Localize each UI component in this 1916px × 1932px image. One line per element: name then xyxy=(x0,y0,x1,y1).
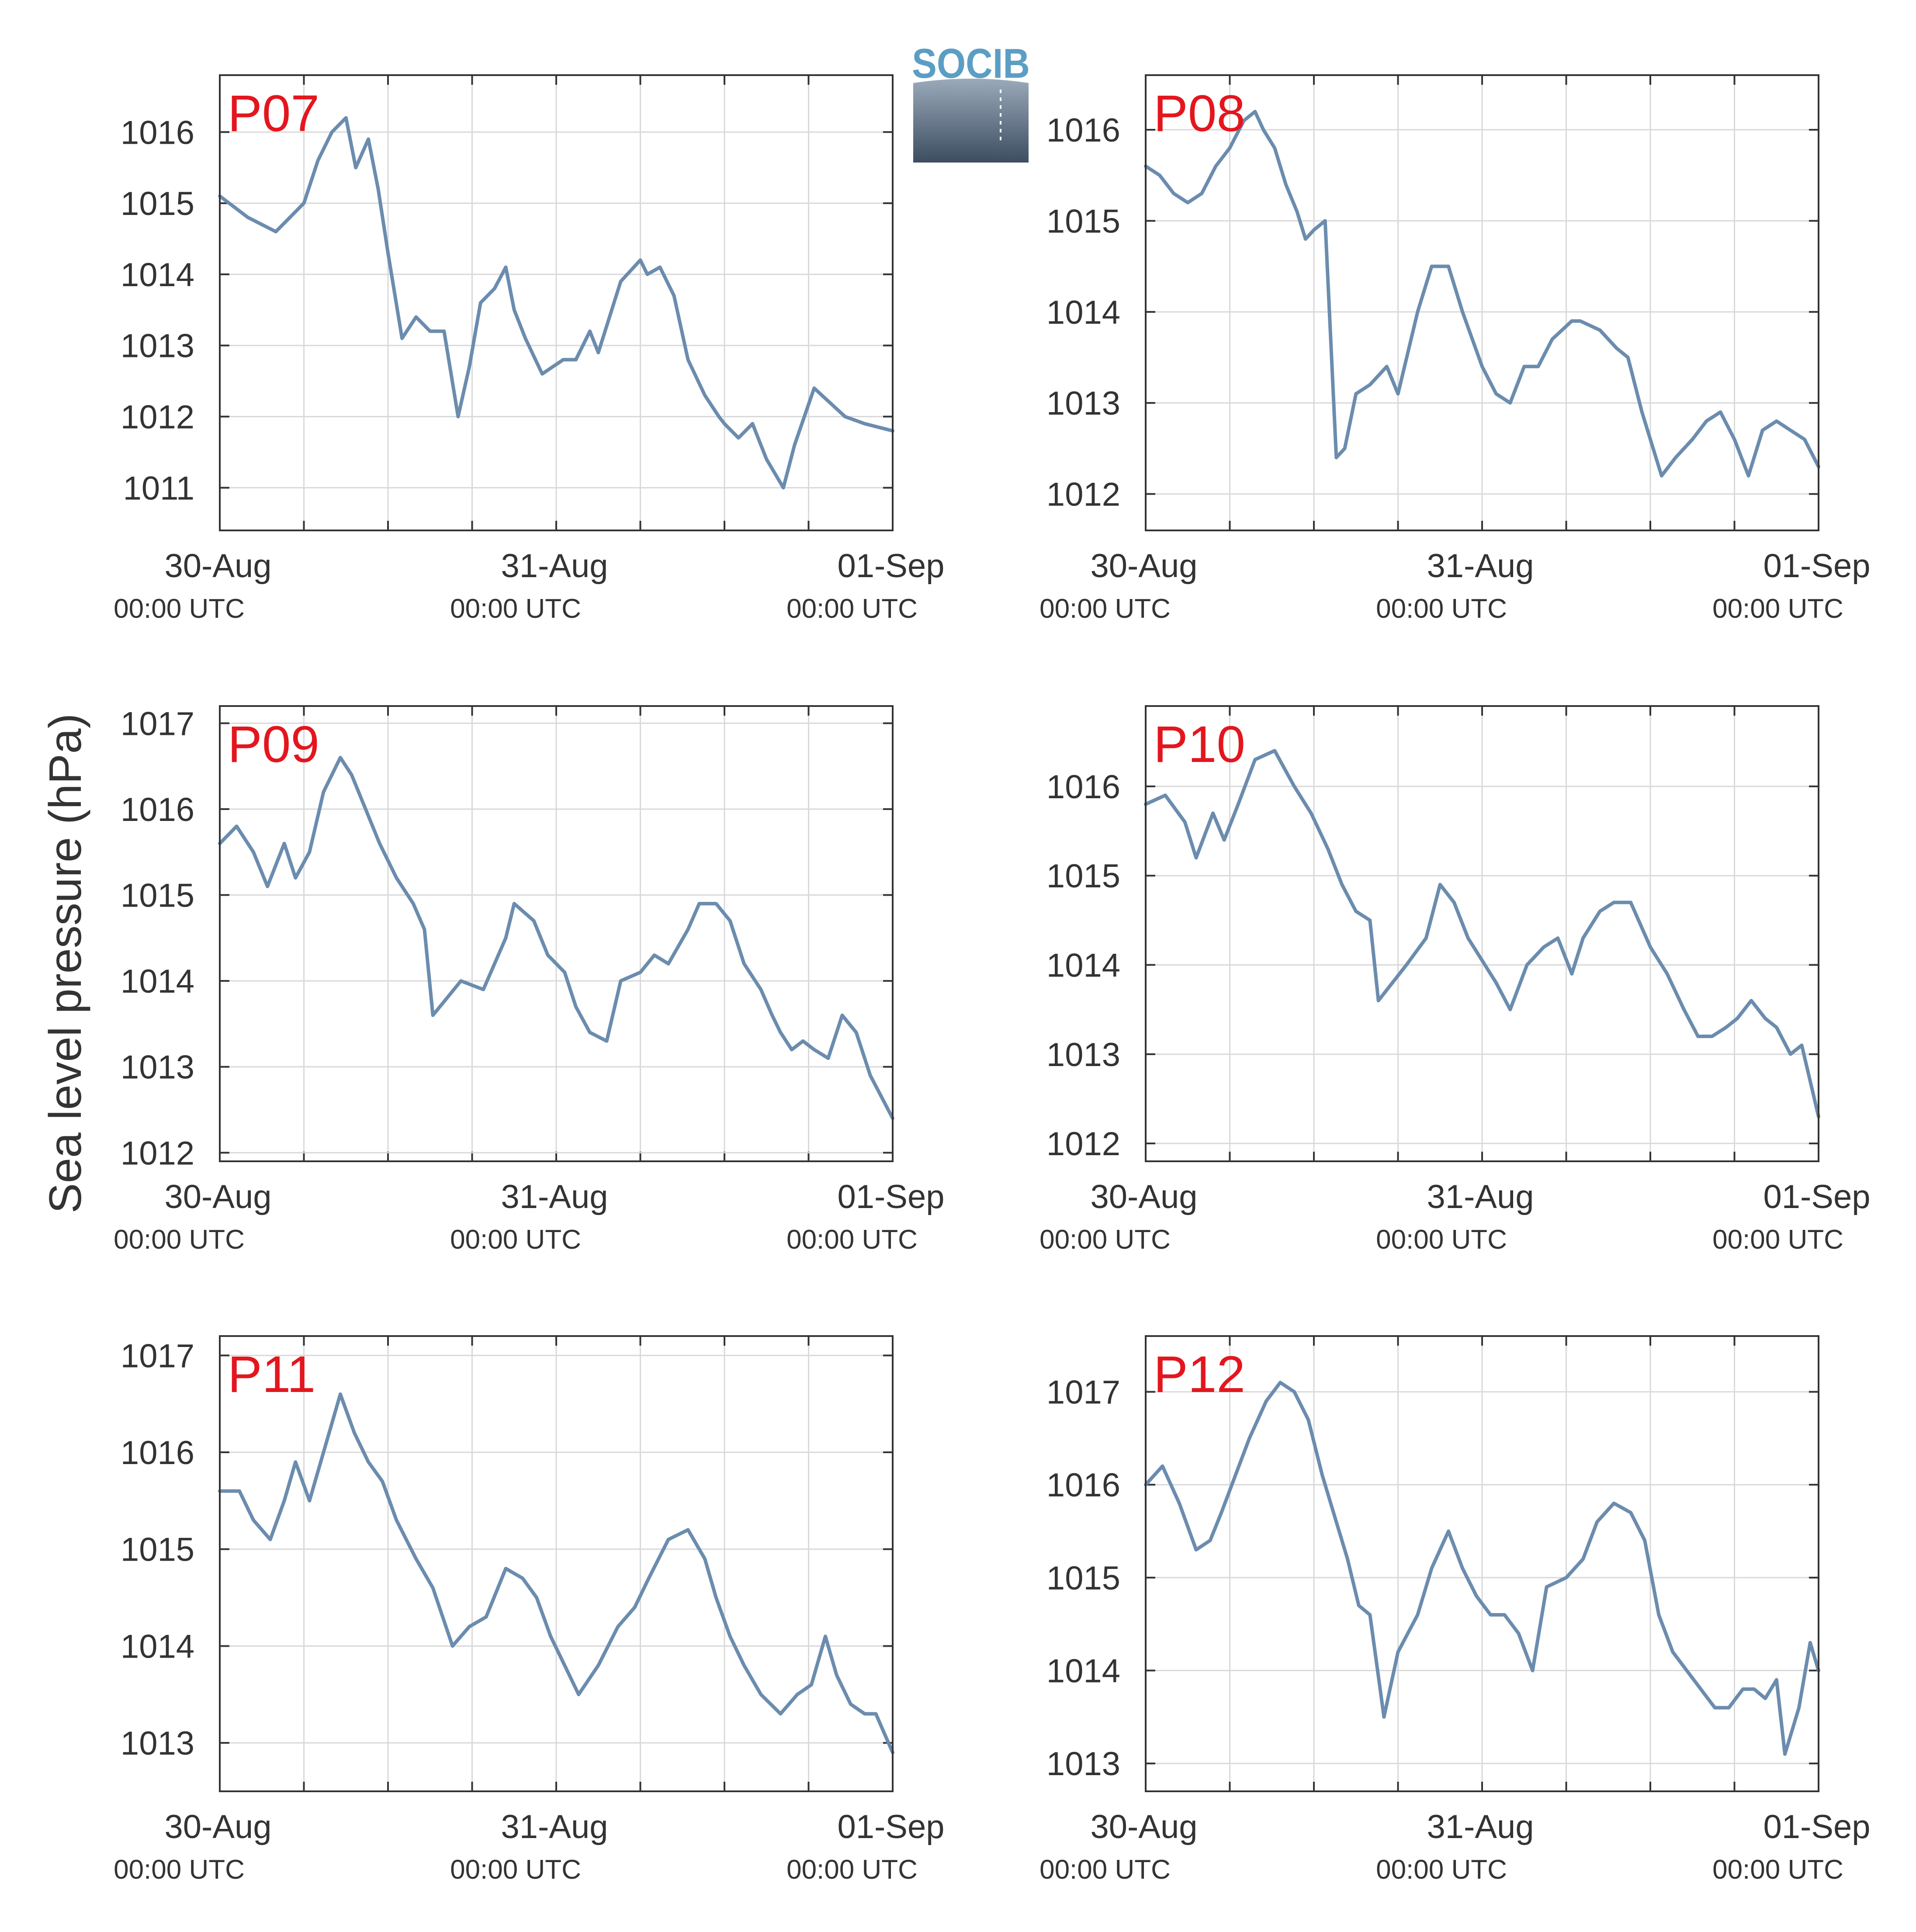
y-tick-label: 1011 xyxy=(123,470,194,507)
panel-label: P11 xyxy=(228,1346,315,1403)
x-tick-sublabel: 00:00 UTC xyxy=(1376,594,1507,624)
x-tick-label: 01-Sep xyxy=(837,1808,944,1845)
y-tick-label: 1013 xyxy=(1046,1036,1120,1073)
panel-p12: 1013 1014 1015 1016 1017 P12 30-Aug 00:00 UTC 31… xyxy=(1039,1335,1871,1885)
logo-wave-block xyxy=(913,79,1029,163)
y-tick-label: 1015 xyxy=(121,877,194,914)
x-tick-sublabel: 00:00 UTC xyxy=(114,1855,245,1885)
x-tick-label: 30-Aug xyxy=(1090,547,1197,585)
x-tick-sublabel: 00:00 UTC xyxy=(1712,594,1843,624)
plot-frame xyxy=(219,705,894,1162)
y-tick-label: 1014 xyxy=(121,963,194,1000)
x-tick-sublabel: 00:00 UTC xyxy=(1712,1855,1843,1885)
plot-frame xyxy=(219,74,894,531)
x-tick-sublabel: 00:00 UTC xyxy=(114,1225,245,1255)
x-tick-label: 01-Sep xyxy=(1763,1808,1870,1845)
pressure-series-line xyxy=(218,116,894,490)
panel-p07: 1011 1012 1013 1014 1015 1016 P07 30-Aug 00:00 U… xyxy=(114,74,945,624)
x-tick-sublabel: 00:00 UTC xyxy=(1376,1855,1507,1885)
x-tick-label: 31-Aug xyxy=(1427,547,1534,585)
pressure-series-line xyxy=(218,756,894,1120)
y-tick-label: 1012 xyxy=(1046,476,1120,513)
y-tick-label: 1014 xyxy=(1046,947,1120,984)
y-tick-label: 1015 xyxy=(1046,203,1120,240)
y-axis-label: Sea level pressure (hPa) xyxy=(40,713,91,1214)
x-tick-label: 31-Aug xyxy=(501,1178,608,1215)
y-tick-label: 1016 xyxy=(1046,1467,1120,1504)
x-tick-sublabel: 00:00 UTC xyxy=(786,594,918,624)
panel-label: P07 xyxy=(228,85,319,142)
panel-label: P10 xyxy=(1154,716,1245,773)
pressure-series-line xyxy=(1144,749,1820,1118)
y-tick-label: 1014 xyxy=(1046,1653,1120,1690)
x-tick-sublabel: 00:00 UTC xyxy=(114,594,245,624)
y-tick-label: 1012 xyxy=(121,1135,194,1172)
panel-label: P09 xyxy=(228,716,319,773)
x-tick-sublabel: 00:00 UTC xyxy=(786,1855,918,1885)
y-tick-label: 1014 xyxy=(1046,294,1120,331)
y-tick-label: 1013 xyxy=(1046,1745,1120,1783)
x-tick-label: 30-Aug xyxy=(164,1808,271,1845)
y-tick-label: 1013 xyxy=(121,1725,194,1762)
y-tick-label: 1017 xyxy=(121,1337,194,1375)
pressure-series-line xyxy=(1144,1381,1820,1756)
y-tick-label: 1012 xyxy=(1046,1125,1120,1163)
y-tick-label: 1016 xyxy=(1046,112,1120,149)
y-tick-label: 1017 xyxy=(121,705,194,742)
panel-p10: 1012 1013 1014 1015 1016 P10 30-Aug 00:00 UTC 31… xyxy=(1039,705,1871,1255)
x-tick-label: 30-Aug xyxy=(1090,1178,1197,1215)
plot-frame xyxy=(219,1335,894,1792)
pressure-series-line xyxy=(1144,110,1820,478)
y-tick-label: 1015 xyxy=(121,185,194,222)
plot-frame xyxy=(1145,74,1819,531)
y-tick-label: 1016 xyxy=(1046,769,1120,806)
x-tick-sublabel: 00:00 UTC xyxy=(450,1225,581,1255)
x-tick-label: 01-Sep xyxy=(837,547,944,585)
chart-panels: 1011 1012 1013 1014 1015 1016 P07 30-Aug 00:00 U… xyxy=(114,74,1871,1885)
y-tick-label: 1013 xyxy=(121,328,194,365)
y-tick-label: 1014 xyxy=(121,256,194,294)
x-tick-sublabel: 00:00 UTC xyxy=(1039,1855,1171,1885)
x-tick-label: 01-Sep xyxy=(1763,547,1870,585)
x-tick-sublabel: 00:00 UTC xyxy=(1376,1225,1507,1255)
x-tick-sublabel: 00:00 UTC xyxy=(1712,1225,1843,1255)
x-tick-label: 30-Aug xyxy=(164,1178,271,1215)
y-tick-label: 1016 xyxy=(121,1434,194,1472)
panel-p11: 1013 1014 1015 1016 1017 P11 30-Aug 00:00 UTC 31… xyxy=(114,1335,945,1885)
x-tick-label: 30-Aug xyxy=(1090,1808,1197,1845)
x-tick-sublabel: 00:00 UTC xyxy=(1039,594,1171,624)
panel-label: P12 xyxy=(1154,1346,1245,1403)
plot-frame xyxy=(1145,1335,1819,1792)
x-tick-label: 30-Aug xyxy=(164,547,271,585)
plot-frame xyxy=(1145,705,1819,1162)
x-tick-label: 01-Sep xyxy=(837,1178,944,1215)
y-tick-label: 1014 xyxy=(121,1628,194,1665)
panel-p08: 1012 1013 1014 1015 1016 P08 30-Aug 00:00 UTC 31… xyxy=(1039,74,1871,624)
y-tick-label: 1017 xyxy=(1046,1374,1120,1411)
x-tick-label: 31-Aug xyxy=(1427,1178,1534,1215)
y-tick-label: 1015 xyxy=(1046,1560,1120,1597)
x-tick-label: 01-Sep xyxy=(1763,1178,1870,1215)
panel-label: P08 xyxy=(1154,85,1245,142)
y-tick-label: 1016 xyxy=(121,114,194,151)
y-tick-label: 1016 xyxy=(121,791,194,828)
y-tick-label: 1015 xyxy=(121,1531,194,1568)
x-tick-label: 31-Aug xyxy=(501,547,608,585)
x-tick-sublabel: 00:00 UTC xyxy=(450,1855,581,1885)
x-tick-sublabel: 00:00 UTC xyxy=(786,1225,918,1255)
y-tick-label: 1015 xyxy=(1046,858,1120,895)
y-tick-label: 1012 xyxy=(121,399,194,436)
x-tick-label: 31-Aug xyxy=(1427,1808,1534,1845)
socib-logo: SOCIB xyxy=(912,40,1030,163)
x-tick-sublabel: 00:00 UTC xyxy=(450,594,581,624)
y-tick-label: 1013 xyxy=(1046,385,1120,422)
y-tick-label: 1013 xyxy=(121,1049,194,1086)
pressure-series-line xyxy=(218,1392,894,1755)
panel-p09: 1012 1013 1014 1015 1016 1017 P09 30-Aug 00:00 U… xyxy=(114,705,945,1255)
x-tick-sublabel: 00:00 UTC xyxy=(1039,1225,1171,1255)
x-tick-label: 31-Aug xyxy=(501,1808,608,1845)
